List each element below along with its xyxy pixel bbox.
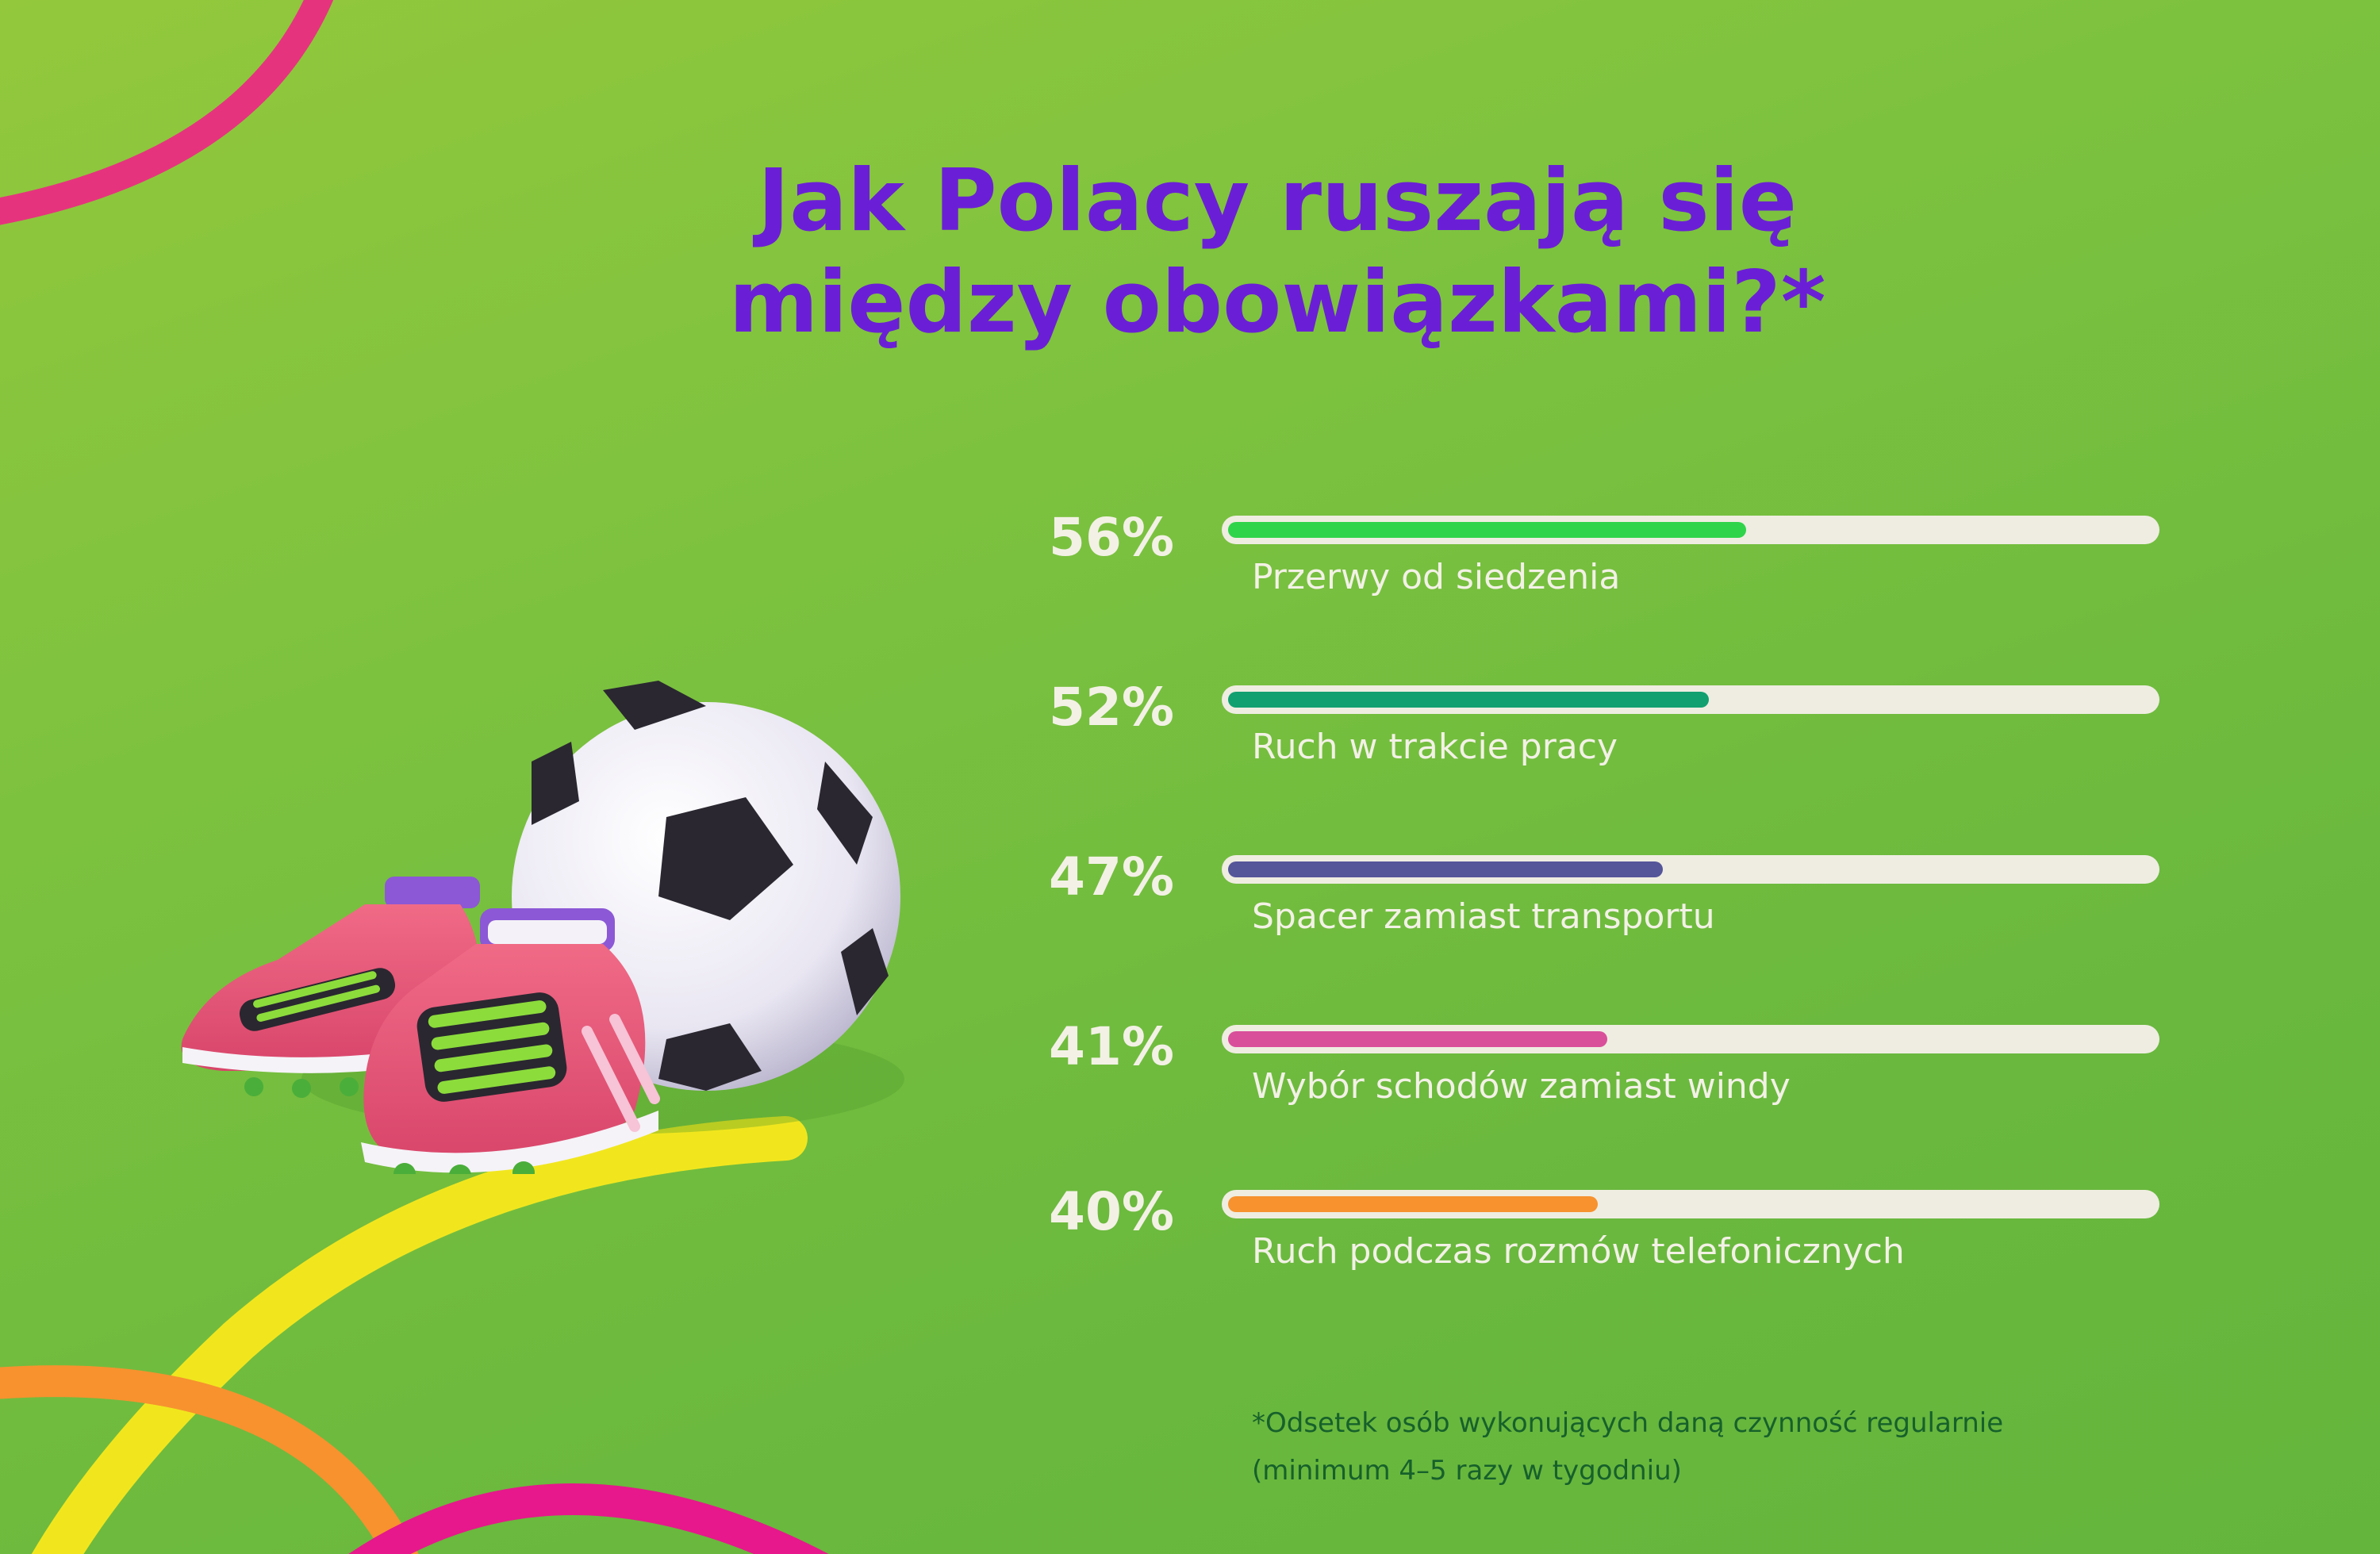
footnote: *Odsetek osób wykonujących daną czynność… (1252, 1399, 2204, 1495)
bar (1228, 522, 1746, 538)
title-line-2: między obowiązkami?* (728, 253, 1826, 352)
value-label: 40% (1049, 1181, 1174, 1242)
title-line-1: Jak Polacy ruszają się (758, 152, 1797, 251)
bar-track (1222, 1025, 2159, 1053)
footnote-line-1: *Odsetek osób wykonujących daną czynność… (1252, 1407, 2004, 1439)
bar (1228, 1031, 1607, 1047)
category-label: Ruch podczas rozmów telefonicznych (1252, 1231, 1905, 1272)
football-boots-icon (181, 877, 660, 1174)
football-illustration (181, 681, 904, 1174)
orange-arc (0, 1365, 419, 1554)
category-label: Spacer zamiast transportu (1252, 896, 1715, 937)
category-label: Ruch w trakcie pracy (1252, 727, 1618, 767)
bar-row: 40% Ruch podczas rozmów telefonicznych (1031, 1181, 2166, 1333)
bar-track (1222, 516, 2159, 544)
chart-title: Jak Polacy ruszają się między obowiązkam… (619, 151, 1936, 354)
bar-row: 52% Ruch w trakcie pracy (1031, 677, 2166, 828)
bar (1228, 692, 1709, 708)
bar (1228, 861, 1663, 877)
magenta-arc (348, 1483, 829, 1554)
bar-track (1222, 1190, 2159, 1218)
bar-row: 41% Wybór schodów zamiast windy (1031, 1016, 2166, 1168)
value-label: 56% (1049, 507, 1174, 568)
category-label: Przerwy od siedzenia (1252, 557, 1621, 597)
bar (1228, 1196, 1598, 1212)
pink-arc-top (0, 0, 334, 225)
value-label: 47% (1049, 846, 1174, 907)
bar-track (1222, 685, 2159, 714)
value-label: 41% (1049, 1016, 1174, 1077)
footnote-line-2: (minimum 4–5 razy w tygodniu) (1252, 1455, 1682, 1487)
value-label: 52% (1049, 677, 1174, 738)
bar-track (1222, 855, 2159, 884)
bar-row: 47% Spacer zamiast transportu (1031, 846, 2166, 998)
bar-row: 56% Przerwy od siedzenia (1031, 507, 2166, 658)
category-label: Wybór schodów zamiast windy (1252, 1066, 1791, 1107)
yellow-curve (31, 1116, 808, 1554)
